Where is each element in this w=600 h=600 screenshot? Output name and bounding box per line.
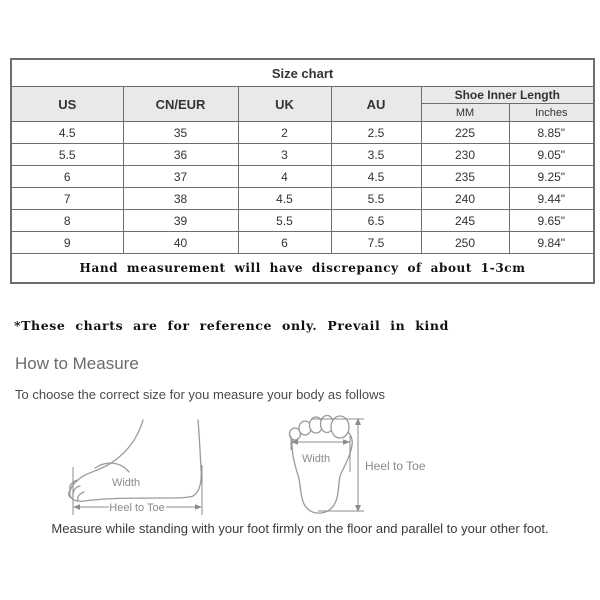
table-row: 8 39 5.5 6.5 245 9.65" — [10, 209, 595, 232]
size-chart-table: Size chart US CN/EUR UK AU Shoe Inner Le… — [10, 58, 596, 284]
how-to-measure-heading: How to Measure — [15, 354, 139, 373]
arrowhead-left-icon — [73, 504, 80, 510]
table-row: 5.5 36 3 3.5 230 9.05" — [10, 143, 595, 166]
size-cell: 9 — [10, 231, 124, 254]
measurement-discrepancy-note: Hand measurement will have discrepancy o… — [10, 253, 595, 284]
size-cell: 3 — [237, 143, 332, 166]
size-cell: 4 — [237, 165, 332, 188]
size-cell: 230 — [420, 143, 510, 166]
size-cell: 8 — [10, 209, 124, 232]
column-header-uk: UK — [237, 86, 332, 122]
footprint-outline — [288, 414, 353, 514]
arrowhead-right-icon — [195, 504, 202, 510]
size-cell: 240 — [420, 187, 510, 210]
column-header-mm: MM — [420, 103, 510, 122]
size-cell: 4.5 — [10, 121, 124, 144]
size-cell: 6.5 — [330, 209, 422, 232]
size-cell: 8.85" — [508, 121, 595, 144]
table-row: 6 37 4 4.5 235 9.25" — [10, 165, 595, 188]
size-cell: 6 — [237, 231, 332, 254]
size-cell: 7.5 — [330, 231, 422, 254]
column-header-cneur: CN/EUR — [122, 86, 239, 122]
footprint-measures — [290, 418, 364, 512]
measure-instruction-text: To choose the correct size for you measu… — [15, 387, 385, 402]
footprint-heel-to-toe-label: Heel to Toe — [365, 459, 426, 473]
size-cell: 3.5 — [330, 143, 422, 166]
measure-standing-caption: Measure while standing with your foot fi… — [51, 521, 549, 536]
size-cell: 39 — [122, 209, 239, 232]
footprint-width-label: Width — [302, 453, 330, 465]
foot-side-outline — [68, 419, 202, 502]
size-cell: 6 — [10, 165, 124, 188]
table-subheader-row: MM Inches — [11, 103, 595, 122]
table-title: Size chart — [10, 58, 595, 87]
size-cell: 9.84" — [508, 231, 595, 254]
size-cell: 9.44" — [508, 187, 595, 210]
size-cell: 4.5 — [237, 187, 332, 210]
size-cell: 245 — [420, 209, 510, 232]
size-cell: 225 — [420, 121, 510, 144]
size-cell: 37 — [122, 165, 239, 188]
column-header-inches: Inches — [508, 103, 595, 122]
table-row: 4.5 35 2 2.5 225 8.85" — [10, 121, 595, 144]
reference-only-note: *These charts are for reference only. Pr… — [14, 318, 449, 333]
size-cell: 235 — [420, 165, 510, 188]
foot-side-view-diagram: Width Heel to Toe — [68, 419, 203, 515]
size-cell: 38 — [122, 187, 239, 210]
size-cell: 5.5 — [10, 143, 124, 166]
column-header-inner-length: Shoe Inner Length — [420, 86, 595, 104]
table-row: 7 38 4.5 5.5 240 9.44" — [10, 187, 595, 210]
side-width-label: Width — [112, 477, 140, 489]
table-title-row: Size chart — [10, 58, 595, 87]
size-cell: 5.5 — [330, 187, 422, 210]
size-cell: 35 — [122, 121, 239, 144]
size-cell: 2.5 — [330, 121, 422, 144]
size-cell: 2 — [237, 121, 332, 144]
arrowhead-down-icon — [355, 505, 361, 512]
arrowhead-right-icon — [343, 439, 350, 445]
size-cell: 250 — [420, 231, 510, 254]
size-cell: 9.25" — [508, 165, 595, 188]
size-cell: 9.05" — [508, 143, 595, 166]
size-cell: 36 — [122, 143, 239, 166]
size-cell: 40 — [122, 231, 239, 254]
size-cell: 5.5 — [237, 209, 332, 232]
table-header-row: US CN/EUR UK AU Shoe Inner Length — [10, 86, 595, 122]
arrowhead-up-icon — [355, 418, 361, 425]
heel-to-toe-measure — [72, 465, 203, 515]
size-cell: 7 — [10, 187, 124, 210]
side-heel-to-toe-label: Heel to Toe — [109, 502, 164, 514]
table-row: 9 40 6 7.5 250 9.84" — [10, 231, 595, 254]
table-footnote-row: Hand measurement will have discrepancy o… — [10, 253, 595, 284]
column-header-au: AU — [330, 86, 422, 122]
footprint-top-view-diagram: Width Heel to Toe — [288, 414, 426, 514]
size-cell: 9.65" — [508, 209, 595, 232]
column-header-us: US — [10, 86, 124, 122]
arrowhead-left-icon — [291, 439, 298, 445]
size-cell: 4.5 — [330, 165, 422, 188]
